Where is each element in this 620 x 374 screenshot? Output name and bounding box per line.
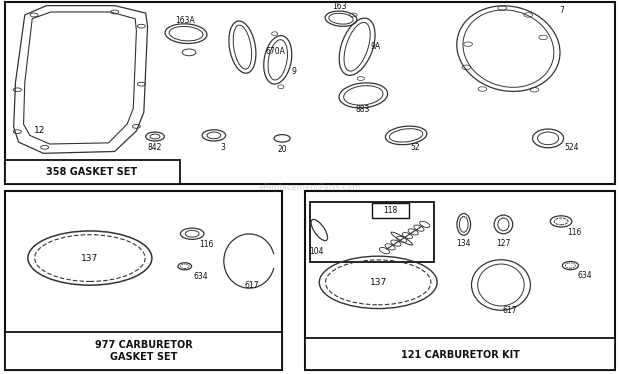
Text: 634: 634 <box>578 271 593 280</box>
Text: 617: 617 <box>502 306 517 315</box>
Text: 163A: 163A <box>175 16 195 25</box>
Polygon shape <box>5 160 180 184</box>
Text: 118: 118 <box>384 206 397 215</box>
Text: 104: 104 <box>309 247 324 256</box>
Polygon shape <box>372 203 409 218</box>
Polygon shape <box>5 332 282 370</box>
Text: 12: 12 <box>34 126 45 135</box>
Text: 121 CARBURETOR KIT: 121 CARBURETOR KIT <box>401 350 520 359</box>
Text: 617: 617 <box>244 281 259 290</box>
Text: 358 GASKET SET: 358 GASKET SET <box>46 167 137 177</box>
Polygon shape <box>305 338 615 370</box>
Text: 116: 116 <box>567 228 582 237</box>
Text: 52: 52 <box>410 143 420 152</box>
Text: 137: 137 <box>370 278 387 287</box>
Text: 883: 883 <box>355 105 370 114</box>
Text: 670A: 670A <box>265 47 285 56</box>
Text: 116: 116 <box>200 240 214 249</box>
Text: 842: 842 <box>148 143 162 152</box>
Text: 634: 634 <box>193 272 208 281</box>
Text: 9: 9 <box>291 67 296 76</box>
Text: 134: 134 <box>456 239 471 248</box>
Text: 524: 524 <box>564 143 578 152</box>
Text: 20: 20 <box>277 145 287 154</box>
Text: 977 CARBURETOR
GASKET SET: 977 CARBURETOR GASKET SET <box>95 340 193 362</box>
Text: eReplacementParts.com: eReplacementParts.com <box>259 183 361 191</box>
Text: 163: 163 <box>332 2 347 11</box>
Text: 9A: 9A <box>371 42 381 51</box>
Text: 137: 137 <box>81 254 99 263</box>
Text: 127: 127 <box>496 239 511 248</box>
Text: 3: 3 <box>221 143 226 152</box>
Text: 7: 7 <box>559 6 564 15</box>
